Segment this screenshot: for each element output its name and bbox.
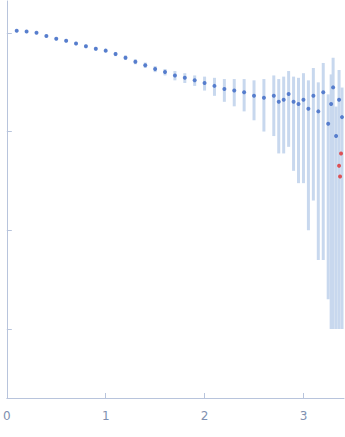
svg-text:1: 1 (102, 409, 110, 423)
svg-text:0: 0 (3, 409, 11, 423)
svg-text:3: 3 (300, 409, 308, 423)
svg-text:2: 2 (201, 409, 209, 423)
